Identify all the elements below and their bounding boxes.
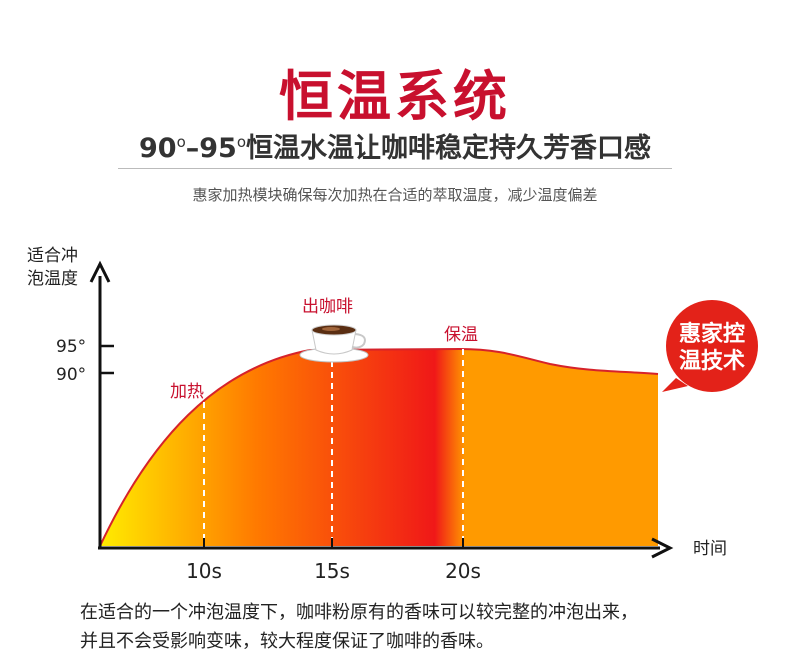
y-axis-label-line-2: 泡温度	[27, 269, 78, 289]
footer-line-2: 并且不会受影响变味，较大程度保证了咖啡的香味。	[80, 631, 494, 652]
description: 惠家加热模块确保每次加热在合适的萃取温度，减少温度偏差	[192, 186, 598, 204]
degree-mark: o	[236, 133, 247, 151]
temperature-area	[100, 349, 658, 546]
temperature-curve	[99, 347, 659, 547]
control-technology-badge: 惠家控 温技术	[662, 296, 762, 396]
y-axis-arrow-icon	[89, 260, 111, 283]
y-tick-label-90: 90°	[56, 365, 86, 385]
subtitle-separator: –	[185, 133, 200, 164]
badge-line-2: 温技术	[679, 349, 745, 374]
x-tick-label-20s: 20s	[445, 559, 481, 583]
divider	[118, 168, 672, 169]
annotation-heating: 加热	[170, 382, 204, 402]
annotation-keep-warm: 保温	[444, 325, 478, 345]
subtitle-low-temp: 90	[138, 133, 177, 164]
x-tick-label-15s: 15s	[314, 559, 350, 583]
x-tick-label-10s: 10s	[186, 559, 222, 583]
footer-line-1: 在适合的一个冲泡温度下，咖啡粉原有的香味可以较完整的冲泡出来，	[80, 602, 638, 623]
annotation-pour-coffee: 出咖啡	[302, 297, 353, 317]
page-title: 恒温系统	[279, 65, 511, 128]
badge-line-1: 惠家控	[679, 321, 745, 347]
subtitle-text: 恒温水温让咖啡稳定持久芳香口感	[246, 133, 652, 164]
y-tick-label-95: 95°	[56, 337, 86, 357]
page-subtitle: 90o–95o恒温水温让咖啡稳定持久芳香口感	[0, 126, 790, 165]
footer-text: 在适合的一个冲泡温度下，咖啡粉原有的香味可以较完整的冲泡出来， 并且不会受影响变…	[80, 598, 638, 656]
degree-mark: o	[176, 133, 186, 151]
coffee-cup-icon	[299, 324, 369, 363]
x-axis-label: 时间	[693, 539, 727, 559]
y-axis-label-line-1: 适合冲	[27, 246, 78, 266]
subtitle-high-temp: 95	[199, 133, 237, 164]
x-axis-arrow-icon	[651, 537, 674, 559]
